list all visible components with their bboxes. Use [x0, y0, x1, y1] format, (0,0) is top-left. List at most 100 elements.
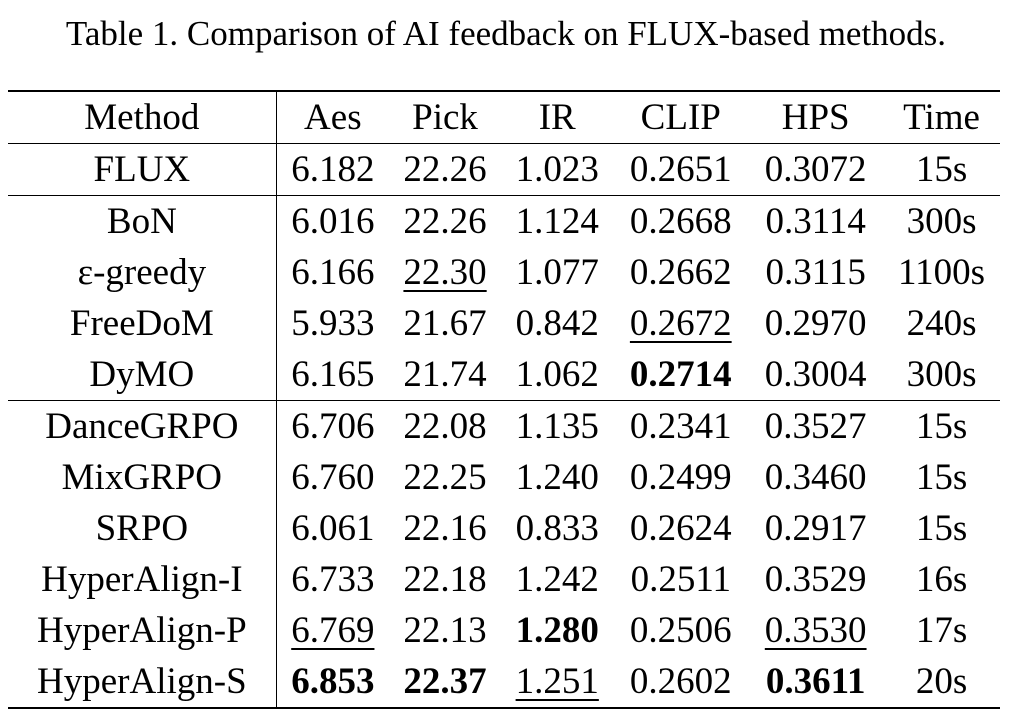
- table-row: DanceGRPO 6.706 22.08 1.135 0.2341 0.3527 15s: [8, 400, 1000, 452]
- value-cell: 6.853: [291, 661, 375, 702]
- value-cell: 6.182: [291, 149, 375, 190]
- table-row: HyperAlign-P 6.769 22.13 1.280 0.2506 0.3530 1…: [8, 605, 1000, 656]
- method-cell: HyperAlign-S: [8, 656, 277, 708]
- value-cell: 0.3530: [764, 610, 867, 651]
- value-cell: 0.2714: [629, 354, 732, 395]
- table-row: BoN 6.016 22.26 1.124 0.2668 0.3114 300s: [8, 195, 1000, 247]
- value-cell: 6.760: [291, 457, 375, 498]
- table-row: ε-greedy 6.166 22.30 1.077 0.2662 0.3115 1100s: [8, 247, 1000, 298]
- header-cell: IR: [538, 97, 576, 138]
- value-cell: 0.833: [515, 508, 599, 549]
- method-cell: FLUX: [8, 143, 277, 196]
- value-cell: 15s: [915, 149, 968, 190]
- value-cell: 15s: [915, 457, 968, 498]
- value-cell: 0.3114: [765, 201, 866, 242]
- value-cell: 22.18: [403, 559, 487, 600]
- value-cell: 15s: [915, 406, 968, 447]
- value-cell: 6.706: [291, 406, 375, 447]
- value-cell: 1.124: [515, 201, 599, 242]
- value-cell: 0.3004: [764, 354, 867, 395]
- value-cell: 1100s: [898, 252, 986, 293]
- value-cell: 1.135: [515, 406, 599, 447]
- value-cell: 6.016: [291, 201, 375, 242]
- method-cell: MixGRPO: [8, 452, 277, 503]
- header-cell: Aes: [304, 97, 362, 138]
- value-cell: 22.25: [403, 457, 487, 498]
- value-cell: 6.061: [291, 508, 375, 549]
- value-cell: 22.30: [403, 252, 487, 293]
- header-cell: HPS: [781, 97, 850, 138]
- value-cell: 1.023: [515, 149, 599, 190]
- table-caption: Table 1. Comparison of AI feedback on FL…: [65, 14, 947, 53]
- value-cell: 0.2662: [629, 252, 732, 293]
- header-cell: Pick: [412, 97, 478, 138]
- method-cell: HyperAlign-I: [8, 554, 277, 605]
- value-cell: 21.67: [403, 303, 487, 344]
- header-cell: Time: [903, 97, 980, 138]
- value-cell: 15s: [915, 508, 968, 549]
- value-cell: 6.166: [291, 252, 375, 293]
- value-cell: 0.2506: [629, 610, 732, 651]
- value-cell: 0.3611: [765, 661, 866, 702]
- method-cell: HyperAlign-P: [8, 605, 277, 656]
- value-cell: 0.2499: [629, 457, 732, 498]
- results-table: Method Aes Pick IR CLIP HPS Time FLUX 6.182 22.2…: [8, 90, 1000, 709]
- value-cell: 16s: [915, 559, 968, 600]
- value-cell: 1.077: [515, 252, 599, 293]
- value-cell: 240s: [906, 303, 977, 344]
- header-cell: CLIP: [640, 97, 721, 138]
- value-cell: 0.2970: [764, 303, 867, 344]
- table-body: FLUX 6.182 22.26 1.023 0.2651 0.3072 15s BoN 6.0…: [8, 143, 1000, 708]
- value-cell: 5.933: [291, 303, 375, 344]
- table-row: MixGRPO 6.760 22.25 1.240 0.2499 0.3460 15s: [8, 452, 1000, 503]
- value-cell: 0.3460: [764, 457, 867, 498]
- value-cell: 20s: [915, 661, 968, 702]
- value-cell: 0.2602: [629, 661, 732, 702]
- value-cell: 22.13: [403, 610, 487, 651]
- value-cell: 22.16: [403, 508, 487, 549]
- header-row: Method Aes Pick IR CLIP HPS Time: [8, 91, 1000, 144]
- value-cell: 300s: [906, 354, 977, 395]
- value-cell: 0.3527: [764, 406, 867, 447]
- header-cell: Method: [8, 91, 277, 144]
- table-header: Method Aes Pick IR CLIP HPS Time: [8, 91, 1000, 144]
- value-cell: 17s: [915, 610, 968, 651]
- table-row: SRPO 6.061 22.16 0.833 0.2624 0.2917 15s: [8, 503, 1000, 554]
- value-cell: 1.062: [515, 354, 599, 395]
- method-cell: FreeDoM: [8, 298, 277, 349]
- value-cell: 300s: [906, 201, 977, 242]
- value-cell: 22.26: [403, 201, 487, 242]
- value-cell: 0.2511: [630, 559, 731, 600]
- value-cell: 22.26: [403, 149, 487, 190]
- value-cell: 0.2672: [629, 303, 732, 344]
- table-row: FreeDoM 5.933 21.67 0.842 0.2672 0.2970 240s: [8, 298, 1000, 349]
- table-row: HyperAlign-S 6.853 22.37 1.251 0.2602 0.3611 2…: [8, 656, 1000, 708]
- method-cell: BoN: [8, 195, 277, 247]
- value-cell: 1.280: [515, 610, 599, 651]
- value-cell: 0.3115: [765, 252, 866, 293]
- value-cell: 21.74: [403, 354, 487, 395]
- table-row: FLUX 6.182 22.26 1.023 0.2651 0.3072 15s: [8, 143, 1000, 196]
- value-cell: 6.769: [291, 610, 375, 651]
- method-cell: SRPO: [8, 503, 277, 554]
- table-row: DyMO 6.165 21.74 1.062 0.2714 0.3004 300s: [8, 349, 1000, 401]
- value-cell: 0.2651: [629, 149, 732, 190]
- value-cell: 1.242: [515, 559, 599, 600]
- value-cell: 6.165: [291, 354, 375, 395]
- value-cell: 0.3529: [764, 559, 867, 600]
- value-cell: 22.08: [403, 406, 487, 447]
- method-cell: DyMO: [8, 349, 277, 401]
- value-cell: 0.2917: [764, 508, 867, 549]
- value-cell: 6.733: [291, 559, 375, 600]
- value-cell: 1.251: [515, 661, 599, 702]
- table-row: HyperAlign-I 6.733 22.18 1.242 0.2511 0.3529 1…: [8, 554, 1000, 605]
- value-cell: 0.3072: [764, 149, 867, 190]
- value-cell: 0.2341: [629, 406, 732, 447]
- value-cell: 0.842: [515, 303, 599, 344]
- method-cell: ε-greedy: [8, 247, 277, 298]
- value-cell: 0.2624: [629, 508, 732, 549]
- method-cell: DanceGRPO: [8, 400, 277, 452]
- value-cell: 22.37: [403, 661, 487, 702]
- value-cell: 0.2668: [629, 201, 732, 242]
